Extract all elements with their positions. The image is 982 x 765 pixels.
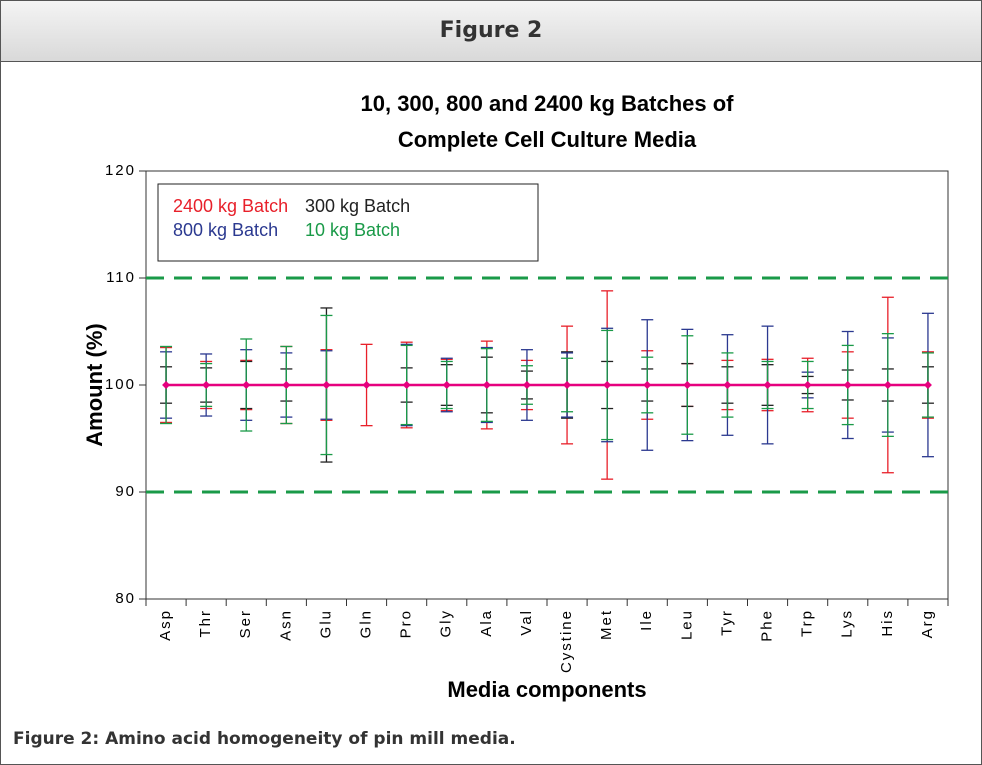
x-tick-label: His [879, 609, 896, 637]
mean-marker [202, 381, 211, 389]
x-tick-label: Gln [358, 609, 375, 638]
mean-marker [242, 381, 251, 389]
y-tick-label: 100 [105, 376, 136, 393]
legend-entry: 10 kg Batch [305, 220, 400, 240]
y-tick-label: 90 [115, 483, 136, 500]
x-tick-label: Asp [157, 609, 174, 641]
legend-box [157, 183, 539, 262]
chart: 10, 300, 800 and 2400 kg Batches of Compl… [82, 91, 949, 702]
mean-marker [442, 381, 451, 389]
caption: Figure 2: Amino acid homogeneity of pin … [13, 729, 516, 749]
mean-marker [402, 381, 411, 389]
x-tick-label: Lys [839, 609, 856, 638]
mean-marker [162, 381, 171, 389]
mean-marker [362, 381, 371, 389]
mean-marker [723, 381, 732, 389]
x-tick-label: Leu [678, 609, 695, 640]
chart-title: Complete Cell Culture Media [398, 127, 697, 152]
y-tick-label: 110 [106, 269, 136, 286]
x-tick-label: Gly [438, 609, 455, 638]
mean-marker [763, 381, 772, 389]
x-tick-label: Asn [277, 609, 294, 641]
x-tick-label: Thr [197, 609, 214, 638]
y-tick-label: 80 [115, 590, 136, 607]
x-tick-label: Phe [759, 609, 776, 642]
y-axis-title: Amount (%) [82, 323, 107, 446]
mean-marker [282, 381, 291, 389]
x-tick-label: Val [518, 609, 535, 636]
mean-marker [522, 381, 531, 389]
x-tick-label: Trp [799, 609, 816, 637]
x-tick-label: Tyr [718, 609, 735, 636]
x-tick-label: Ile [638, 609, 655, 631]
legend-entry: 300 kg Batch [305, 196, 410, 216]
x-tick-label: Cystine [558, 609, 575, 673]
x-tick-label: Glu [317, 609, 334, 638]
mean-marker [683, 381, 692, 389]
x-tick-label: Met [598, 609, 615, 640]
mean-marker [643, 381, 652, 389]
mean-marker [803, 381, 812, 389]
legend-entry: 2400 kg Batch [173, 196, 288, 216]
mean-marker [563, 381, 572, 389]
chart-title: 10, 300, 800 and 2400 kg Batches of [361, 91, 735, 116]
mean-marker [923, 381, 932, 389]
mean-marker [322, 381, 331, 389]
x-tick-label: Arg [919, 609, 936, 638]
y-tick-label: 120 [105, 162, 136, 179]
x-tick-label: Ser [237, 609, 254, 638]
mean-marker [482, 381, 491, 389]
x-tick-label: Pro [398, 609, 415, 638]
x-axis-title: Media components [447, 677, 646, 702]
legend-entry: 800 kg Batch [173, 220, 278, 240]
figure-header: Figure 2 [1, 1, 981, 62]
mean-marker [603, 381, 612, 389]
x-tick-label: Ala [478, 609, 495, 637]
mean-marker [883, 381, 892, 389]
mean-marker [843, 381, 852, 389]
